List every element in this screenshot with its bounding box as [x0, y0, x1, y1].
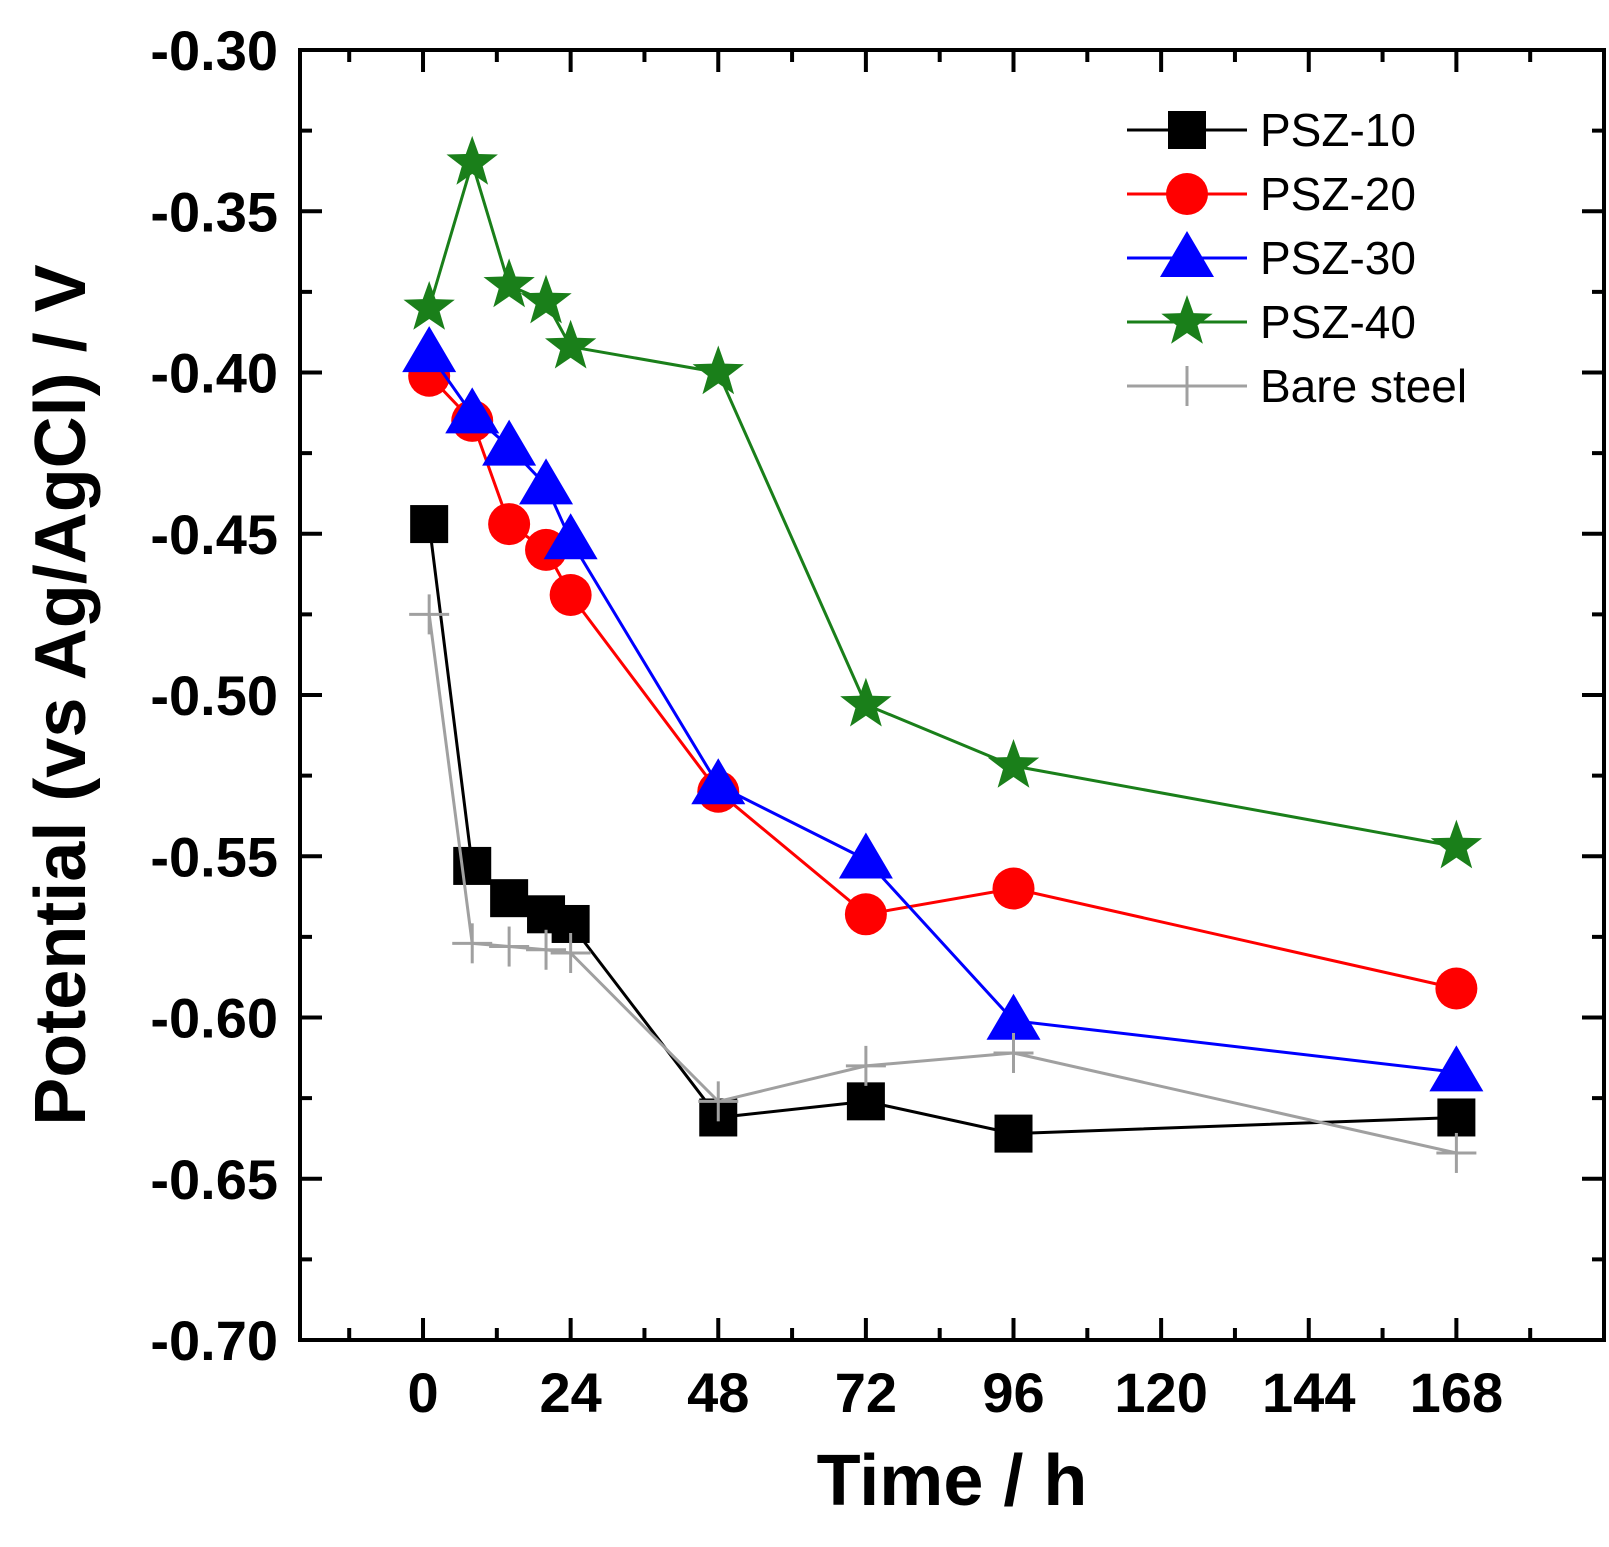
series-line	[427, 523, 1457, 1136]
data-point	[1437, 1098, 1476, 1137]
legend-item: PSZ-10	[1127, 104, 1416, 156]
legend-marker	[1168, 111, 1206, 149]
data-point	[987, 739, 1040, 788]
y-tick-label: -0.70	[150, 1309, 278, 1372]
data-point	[549, 574, 592, 617]
legend: PSZ-10 PSZ-20 PSZ-30 PSZ-40 Bare steel	[1127, 104, 1467, 412]
x-tick-label: 72	[835, 1361, 897, 1424]
data-point	[844, 893, 887, 936]
legend-label: Bare steel	[1260, 360, 1467, 412]
series-psz-40	[403, 135, 1483, 869]
data-point	[490, 879, 529, 918]
x-tick-label: 144	[1262, 1361, 1355, 1424]
data-point	[986, 993, 1041, 1040]
data-point	[698, 1081, 739, 1122]
legend-marker	[1166, 173, 1208, 215]
legend-label: PSZ-10	[1260, 104, 1416, 156]
tick-marks	[300, 48, 1604, 1342]
data-point	[1436, 1132, 1477, 1173]
y-axis-title: Potential (vs Ag/AgCl) / V	[21, 264, 101, 1125]
data-point	[994, 1114, 1033, 1153]
y-tick-label: -0.40	[150, 342, 278, 405]
x-tick-label: 48	[687, 1361, 749, 1424]
data-point	[409, 594, 450, 635]
series-bare-steel	[409, 594, 1477, 1173]
series-psz-30	[402, 326, 1484, 1092]
data-point	[402, 326, 457, 373]
x-axis-title: Time / h	[817, 1441, 1088, 1521]
y-tick-label: -0.30	[150, 19, 278, 82]
data-point	[520, 274, 572, 324]
x-tick-label: 120	[1114, 1361, 1207, 1424]
legend-label: PSZ-30	[1260, 232, 1416, 284]
legend-item: PSZ-40	[1127, 295, 1416, 348]
x-tick-label: 0	[407, 1361, 438, 1424]
data-point	[1429, 1045, 1484, 1092]
series-line	[427, 614, 1457, 1155]
data-point	[519, 458, 574, 505]
data-point	[482, 419, 537, 466]
data-point	[488, 503, 531, 546]
x-tick-label: 24	[539, 1361, 601, 1424]
data-point	[993, 1032, 1034, 1073]
data-point	[489, 926, 530, 967]
data-point	[445, 387, 500, 434]
y-tick-label: -0.45	[150, 503, 278, 566]
data-point	[526, 929, 567, 970]
legend-marker	[1160, 231, 1214, 277]
data-point	[403, 281, 455, 330]
x-tick-label: 96	[982, 1361, 1044, 1424]
y-tick-label: -0.50	[150, 664, 278, 727]
y-tick-labels: -0.30 -0.35 -0.40 -0.45 -0.50 -0.55 -0.60 -0.65…	[150, 19, 278, 1372]
legend-item: Bare steel	[1127, 360, 1467, 412]
legend-item: PSZ-20	[1127, 168, 1416, 220]
data-point	[550, 933, 591, 973]
series-layer	[402, 135, 1484, 1173]
x-tick-labels: 0 24 48 72 96 120 144 168	[407, 1361, 1503, 1424]
data-point	[483, 258, 535, 308]
y-tick-label: -0.35	[150, 180, 278, 243]
data-point	[545, 319, 597, 369]
series-line	[428, 374, 1457, 990]
legend-item: PSZ-30	[1127, 231, 1416, 284]
data-point	[992, 867, 1035, 910]
data-point	[446, 135, 498, 185]
y-tick-label: -0.55	[150, 825, 278, 888]
data-point	[452, 923, 493, 964]
data-point	[840, 677, 892, 727]
data-point	[846, 1082, 885, 1121]
legend-label: PSZ-20	[1260, 168, 1416, 220]
data-point	[691, 758, 746, 805]
legend-label: PSZ-40	[1260, 296, 1416, 348]
y-tick-label: -0.60	[150, 987, 278, 1050]
legend-marker	[1161, 295, 1213, 344]
x-tick-label: 168	[1410, 1361, 1503, 1424]
data-point	[838, 832, 893, 879]
data-point	[692, 345, 744, 395]
data-point	[410, 505, 449, 544]
legend-marker	[1167, 366, 1207, 406]
data-point	[1430, 819, 1483, 869]
data-point	[845, 1045, 886, 1086]
data-point	[1435, 967, 1478, 1010]
data-point	[543, 513, 598, 560]
y-tick-label: -0.65	[150, 1148, 278, 1211]
